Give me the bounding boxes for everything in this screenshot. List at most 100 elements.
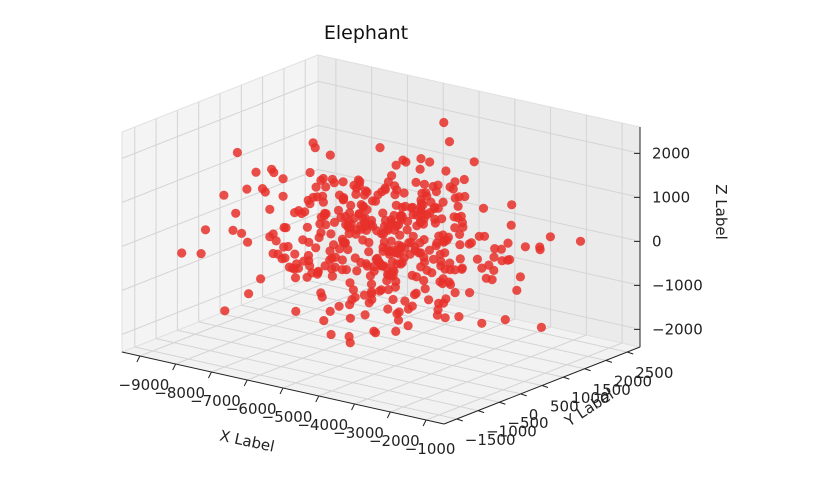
scatter-point	[425, 246, 434, 255]
scatter-point	[243, 238, 252, 247]
scatter-point	[307, 268, 316, 277]
chart-title: Elephant	[324, 22, 408, 44]
scatter-point	[460, 175, 469, 184]
scatter-point	[458, 218, 467, 227]
scatter-point	[470, 157, 479, 166]
scatter-point	[387, 215, 396, 224]
scatter-point	[251, 168, 260, 177]
scatter-point	[392, 185, 401, 194]
scatter-point	[364, 238, 373, 247]
scatter-point	[338, 255, 347, 264]
scatter-point	[294, 206, 303, 215]
scatter-point	[342, 265, 351, 274]
scatter-point	[177, 248, 186, 257]
scatter-point	[490, 244, 499, 253]
scatter-point	[416, 206, 425, 215]
scatter-point	[479, 204, 488, 213]
z-tick-label: −2000	[652, 320, 703, 338]
x-tick-mark	[137, 356, 140, 362]
scatter-point	[410, 290, 419, 299]
z-tick-label: −1000	[652, 276, 703, 294]
scatter-point	[291, 307, 300, 316]
scatter-point	[279, 192, 288, 201]
scatter-point	[384, 177, 393, 186]
scatter-point	[278, 254, 287, 263]
scatter-point	[454, 312, 463, 321]
x-tick-mark	[423, 420, 426, 426]
x-axis-label: X Label	[218, 427, 276, 456]
scatter-point	[422, 266, 431, 275]
scatter-point	[441, 166, 450, 175]
scatter-point	[303, 223, 312, 232]
y-tick-mark	[585, 369, 591, 371]
scatter-point	[201, 225, 210, 234]
scatter-point	[256, 274, 265, 283]
x-tick-mark	[316, 396, 319, 402]
scatter-point	[391, 327, 400, 336]
scatter-point	[326, 229, 335, 238]
scatter-point	[424, 295, 433, 304]
scatter-point	[327, 330, 336, 339]
scatter-point	[416, 154, 425, 163]
scatter-point	[392, 201, 401, 210]
x-tick-label: −1000	[405, 440, 456, 458]
scatter-point	[219, 191, 228, 200]
scatter-point	[394, 316, 403, 325]
scatter-point	[501, 315, 510, 324]
z-tick-label: 2000	[652, 144, 690, 162]
scatter-point	[346, 314, 355, 323]
scatter-point	[473, 255, 482, 264]
y-tick-label: 0	[529, 406, 539, 424]
scatter-point	[361, 310, 370, 319]
scatter-point	[261, 187, 270, 196]
scatter-point	[516, 272, 525, 281]
y-tick-mark	[606, 360, 612, 362]
scatter-point	[220, 306, 229, 315]
scatter-point	[421, 284, 430, 293]
scatter-point	[351, 190, 360, 199]
scatter-point	[331, 263, 340, 272]
scatter-point	[408, 210, 417, 219]
scatter-point	[364, 247, 373, 256]
scatter-point	[521, 242, 530, 251]
scatter-point	[505, 255, 514, 264]
scatter-point	[351, 293, 360, 302]
y-tick-mark	[457, 419, 463, 421]
scatter-point	[362, 259, 371, 268]
scatter-point	[445, 137, 454, 146]
scatter-point	[244, 289, 253, 298]
scatter-point	[341, 212, 350, 221]
scatter-point	[420, 180, 429, 189]
scatter-point	[537, 323, 546, 332]
scatter-point	[512, 286, 521, 295]
scatter-point	[375, 143, 384, 152]
scatter-point	[458, 264, 467, 273]
scatter-point	[477, 264, 486, 273]
scatter-point	[391, 283, 400, 292]
y-tick-mark	[563, 377, 569, 379]
scatter-point	[309, 138, 318, 147]
scatter-point	[197, 249, 206, 258]
scatter-point	[439, 118, 448, 127]
scatter-point	[371, 197, 380, 206]
scatter-point	[455, 240, 464, 249]
scatter-point	[456, 254, 465, 263]
scatter-point	[335, 191, 344, 200]
scatter-point	[269, 168, 278, 177]
z-axis-ticks: −2000−1000010002000	[634, 144, 703, 338]
scatter-point	[272, 236, 281, 245]
scatter-point	[269, 249, 278, 258]
scatter-point	[339, 177, 348, 186]
scatter-point	[488, 275, 497, 284]
scatter-point	[326, 307, 335, 316]
scatter-point	[409, 232, 418, 241]
scatter-point	[354, 175, 363, 184]
scatter-point	[416, 165, 425, 174]
scatter-point	[345, 300, 354, 309]
y-tick-mark	[499, 402, 505, 404]
scatter-point	[306, 168, 315, 177]
scatter-point	[377, 285, 386, 294]
y-tick-mark	[542, 386, 548, 388]
scatter-point	[362, 205, 371, 214]
